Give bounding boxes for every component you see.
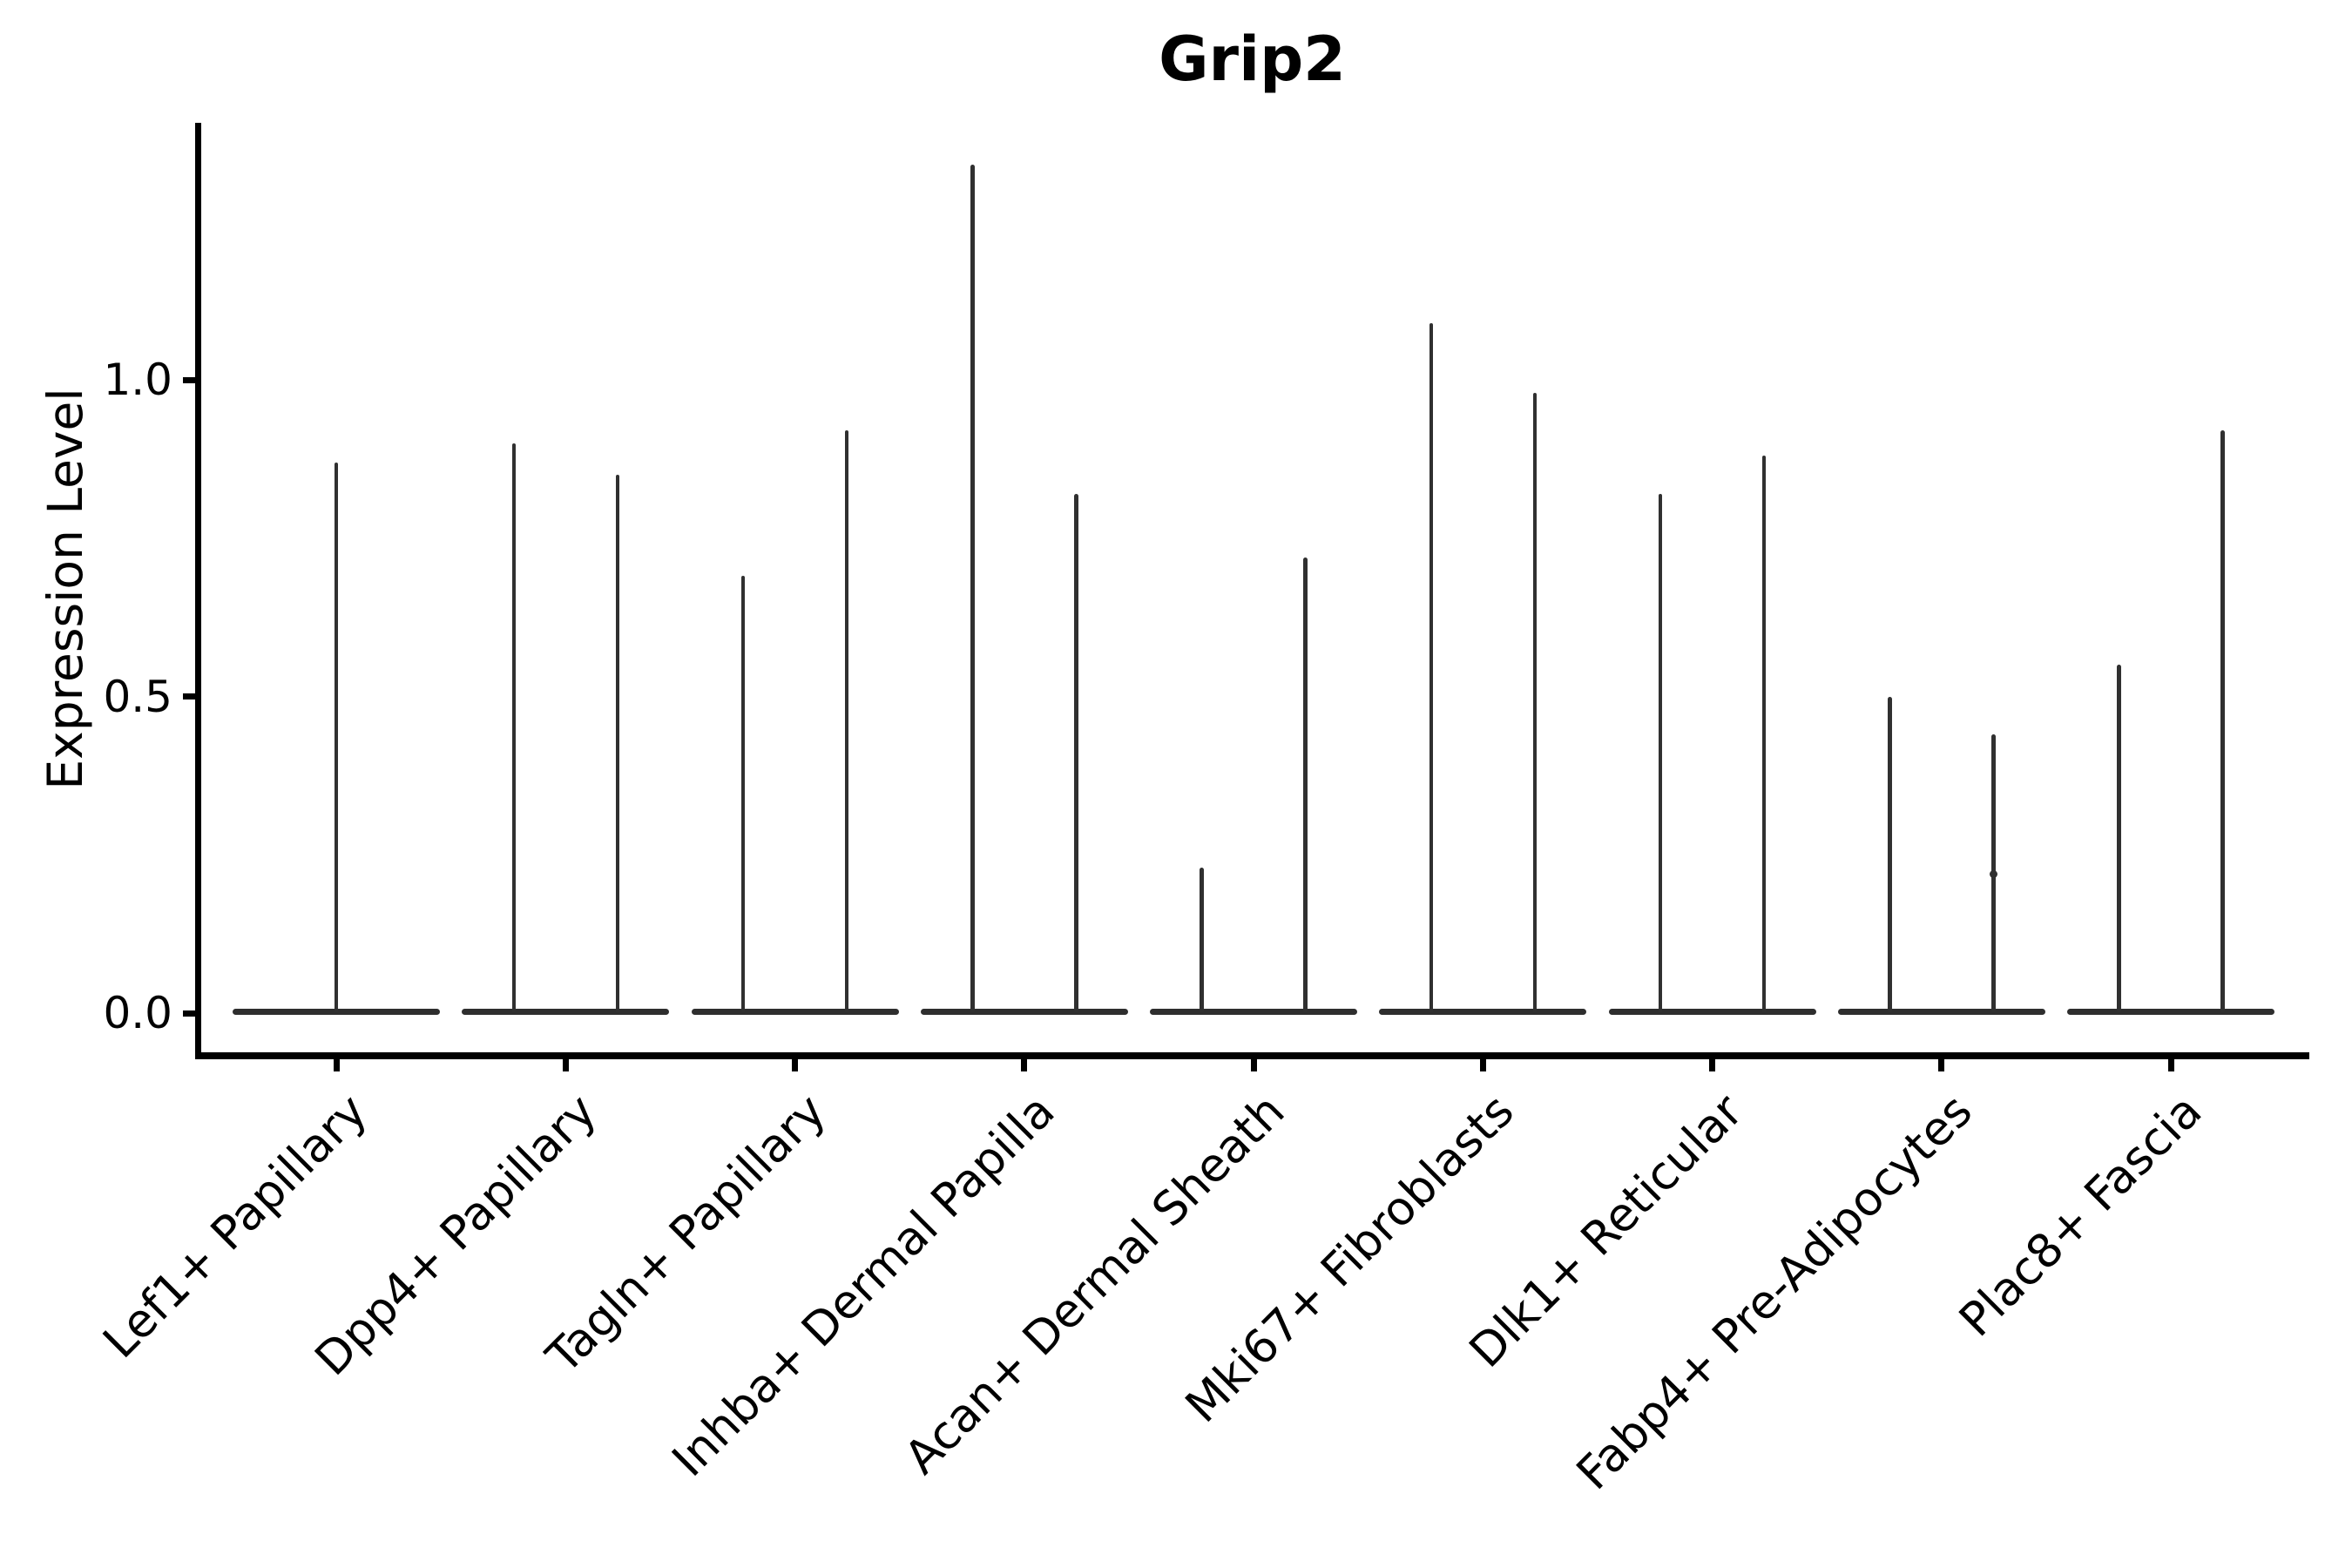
y-tick	[183, 376, 195, 383]
x-tick	[1021, 1059, 1028, 1071]
violin-spike	[334, 462, 339, 1012]
x-tick	[792, 1059, 798, 1071]
x-tick	[1479, 1059, 1486, 1071]
x-tick	[1938, 1059, 1945, 1071]
violin-spike	[1303, 557, 1308, 1012]
violin-base	[1379, 1008, 1587, 1015]
y-tick-label: 0.0	[103, 988, 172, 1038]
y-axis-label: Expression Level	[37, 388, 93, 790]
violin-spike	[1200, 867, 1204, 1012]
y-tick	[183, 693, 195, 700]
violin-base	[2067, 1008, 2274, 1015]
violin-spike	[1429, 322, 1433, 1012]
y-tick-label: 0.5	[103, 671, 172, 722]
x-tick	[1250, 1059, 1257, 1071]
x-tick	[2167, 1059, 2174, 1071]
x-tick-label: Inhba+ Dermal Papilla	[662, 1084, 1065, 1487]
y-tick	[183, 1010, 195, 1017]
violin-spike	[1761, 456, 1767, 1012]
violin-spike	[970, 164, 975, 1012]
violin-base	[462, 1008, 670, 1015]
x-tick-label: Fabp4+ Pre-Adipocytes	[1566, 1084, 1983, 1501]
x-tick-label: Acan+ Dermal Sheath	[894, 1084, 1295, 1485]
violin-base	[1608, 1008, 1816, 1015]
violin-spike	[740, 576, 746, 1012]
x-tick	[1709, 1059, 1715, 1071]
violin-spike	[844, 430, 849, 1012]
violin-spike	[615, 475, 619, 1012]
y-tick-label: 1.0	[103, 355, 172, 405]
violin-base	[1837, 1008, 2045, 1015]
x-tick	[333, 1059, 340, 1071]
violin-spike	[2117, 665, 2121, 1012]
violin-spike	[1074, 493, 1078, 1012]
violin-base	[1150, 1008, 1357, 1015]
violin-base	[691, 1008, 899, 1015]
y-axis-spine	[195, 123, 201, 1059]
x-tick	[562, 1059, 569, 1071]
violin-spike	[1658, 493, 1663, 1012]
chart-title: Grip2	[1159, 24, 1346, 95]
violin-density-knot	[1989, 869, 1997, 878]
x-tick-label: Plac8+ Fascia	[1949, 1084, 2213, 1348]
violin-spike	[1888, 696, 1892, 1012]
violin-spike	[1532, 392, 1537, 1012]
violin-base	[920, 1008, 1128, 1015]
violin-spike	[2220, 430, 2225, 1012]
violin-spike	[511, 443, 516, 1012]
x-axis-spine	[195, 1052, 2309, 1059]
